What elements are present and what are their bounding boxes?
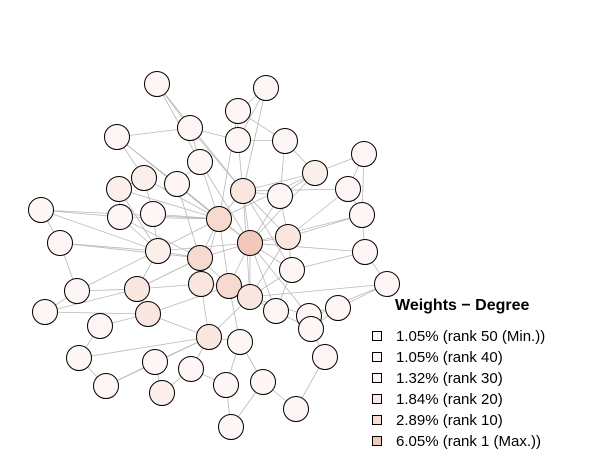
graph-node <box>106 176 132 202</box>
graph-edge <box>242 87 267 192</box>
legend-label: 1.32% (rank 30) <box>396 369 503 387</box>
graph-node <box>216 273 242 299</box>
graph-node <box>131 165 157 191</box>
graph-node <box>302 160 328 186</box>
graph-edge <box>59 242 159 252</box>
graph-node <box>47 230 73 256</box>
legend-label: 1.05% (rank 40) <box>396 348 503 366</box>
graph-node <box>188 271 214 297</box>
legend-swatch <box>372 352 382 362</box>
legend-swatch <box>372 373 382 383</box>
graph-node <box>227 329 253 355</box>
graph-edge <box>249 242 310 317</box>
graph-node <box>272 128 298 154</box>
graph-node <box>124 276 150 302</box>
graph-edge <box>249 214 363 244</box>
graph-node <box>351 141 377 167</box>
graph-node <box>325 295 351 321</box>
graph-node <box>298 316 324 342</box>
graph-node <box>230 178 256 204</box>
graph-node <box>335 176 361 202</box>
graph-node <box>187 149 213 175</box>
graph-node <box>66 345 92 371</box>
graph-edge <box>249 242 366 253</box>
graph-edge <box>242 188 349 192</box>
legend-title: Weights − Degree <box>395 297 530 314</box>
graph-edge <box>40 209 159 252</box>
graph-node <box>213 372 239 398</box>
graph-node <box>374 271 400 297</box>
graph-edge <box>242 190 293 271</box>
legend-swatch <box>372 394 382 404</box>
graph-edge <box>156 83 244 192</box>
graph-edge <box>249 283 388 298</box>
legend-label: 1.05% (rank 50 (Min.)) <box>396 327 546 345</box>
graph-node <box>144 71 170 97</box>
graph-node <box>135 301 161 327</box>
graph-edge <box>44 311 149 315</box>
edge-layer <box>40 83 388 428</box>
graph-node <box>177 115 203 141</box>
graph-node <box>104 124 130 150</box>
graph-node <box>145 238 171 264</box>
graph-node <box>275 224 301 250</box>
graph-node <box>140 201 166 227</box>
graph-node <box>28 197 54 223</box>
legend-label: 6.05% (rank 1 (Max.)) <box>396 432 542 450</box>
legend-swatch <box>372 331 382 341</box>
graph-edge <box>118 188 220 220</box>
legend-item: 6.05% (rank 1 (Max.)) <box>372 431 541 451</box>
graph-node <box>196 324 222 350</box>
graph-node <box>225 127 251 153</box>
graph-node <box>267 183 293 209</box>
graph-node <box>279 257 305 283</box>
graph-edge <box>44 288 138 313</box>
graph-node <box>237 230 263 256</box>
graph-node <box>349 202 375 228</box>
graph-node <box>218 414 244 440</box>
graph-node <box>32 299 58 325</box>
graph-edge <box>199 161 251 244</box>
legend-item: 1.84% (rank 20) <box>372 389 503 409</box>
legend-item: 1.05% (rank 50 (Min.)) <box>372 326 545 346</box>
graph-edge <box>119 216 220 220</box>
graph-node <box>312 344 338 370</box>
graph-edge <box>40 209 121 218</box>
graph-node <box>87 313 113 339</box>
graph-node <box>250 369 276 395</box>
graph-node <box>237 284 263 310</box>
graph-node <box>253 75 279 101</box>
graph-node <box>206 206 232 232</box>
node-layer <box>28 71 400 440</box>
legend-swatch <box>372 415 382 425</box>
graph-node <box>283 396 309 422</box>
graph-node <box>225 98 251 124</box>
graph-edge <box>78 336 210 359</box>
graph-node <box>142 349 168 375</box>
graph-edge <box>119 216 201 259</box>
legend-label: 2.89% (rank 10) <box>396 411 503 429</box>
legend-item: 2.89% (rank 10) <box>372 410 503 430</box>
graph-edge <box>59 242 201 259</box>
graph-node <box>263 298 289 324</box>
graph-node <box>178 356 204 382</box>
graph-node <box>64 278 90 304</box>
legend-item: 1.05% (rank 40) <box>372 347 503 367</box>
graph-node <box>149 380 175 406</box>
graph-node <box>187 245 213 271</box>
graph-node <box>164 171 190 197</box>
legend-item: 1.32% (rank 30) <box>372 368 503 388</box>
graph-node <box>352 239 378 265</box>
legend-swatch <box>372 436 382 446</box>
graph-node <box>93 373 119 399</box>
graph-node <box>107 204 133 230</box>
graph-edge <box>147 285 230 315</box>
legend-label: 1.84% (rank 20) <box>396 390 503 408</box>
graph-edge <box>189 127 244 192</box>
